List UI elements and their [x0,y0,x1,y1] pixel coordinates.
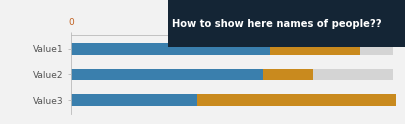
Bar [71,43,270,55]
Bar [264,69,313,80]
Bar [270,43,360,55]
Text: How to show here names of people??: How to show here names of people?? [172,19,382,29]
Bar [71,94,197,106]
Bar [360,43,393,55]
Bar [313,69,393,80]
Bar [197,94,396,106]
Bar [71,69,264,80]
